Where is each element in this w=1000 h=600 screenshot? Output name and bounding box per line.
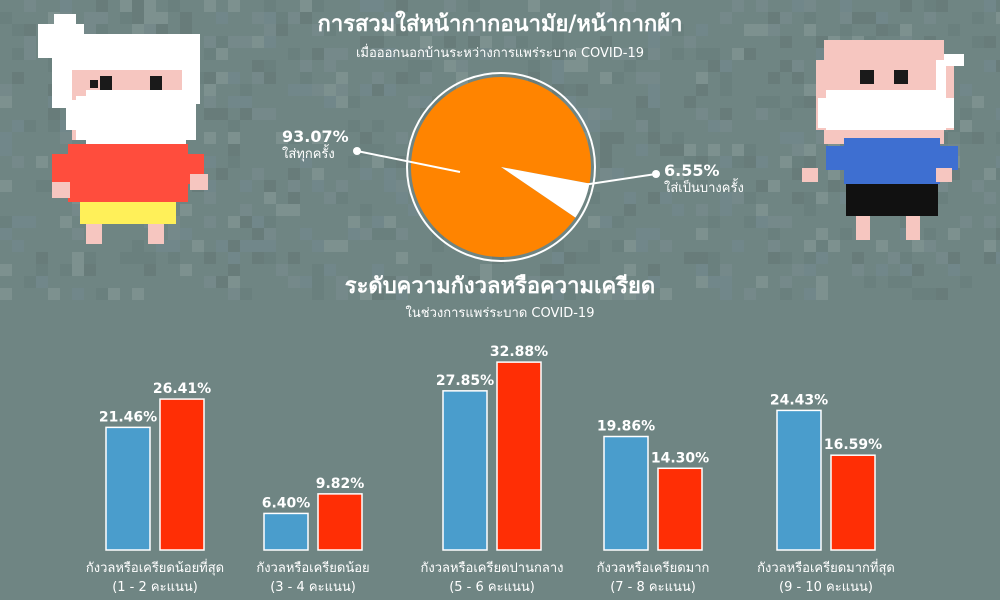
bar-4-0 [776, 409, 822, 551]
category-label-0: กังวลหรือเครียดน้อยที่สุด [86, 559, 224, 576]
pie-leader-lines [353, 147, 660, 186]
category-label-2: กังวลหรือเครียดปานกลาง [421, 560, 564, 576]
yellow-skirt [80, 202, 176, 224]
bar-value-label-2-1: 32.88% [490, 344, 548, 360]
eye [860, 70, 874, 84]
category-sublabel-4: (9 - 10 คะแนน) [779, 580, 873, 595]
face-mask-icon [818, 54, 964, 130]
section-title: ระดับความกังวลหรือความเครียด [344, 274, 656, 299]
bar-1-1 [317, 493, 363, 551]
bar-value-label-0-0: 21.46% [99, 409, 157, 425]
bar-1-0 [263, 512, 309, 551]
page-title: การสวมใส่หน้ากากอนามัย/หน้ากากผ้า [317, 12, 683, 37]
bar-value-label-1-1: 9.82% [316, 476, 365, 492]
bar-value-label-3-1: 14.30% [651, 450, 709, 466]
bar-value-label-0-1: 26.41% [153, 381, 211, 397]
bar-0-1 [159, 398, 205, 551]
bar-3-1 [657, 467, 703, 551]
hair-bun [38, 14, 200, 108]
bar-3-0 [603, 435, 649, 551]
leader-line-always [356, 150, 461, 173]
bar-2-1 [496, 361, 542, 551]
grandmother-mask-illustration [38, 14, 208, 244]
eye [150, 76, 162, 90]
pie-value-always: 93.07% [282, 127, 349, 146]
pie-label-always: 93.07% ใส่ทุกครั้ง [282, 128, 349, 164]
category-label-4: กังวลหรือเครียดมากที่สุด [757, 559, 895, 576]
category-sublabel-3: (7 - 8 คะแนน) [610, 580, 696, 595]
stress-level-bar-chart: 21.46% 26.41% กังวลหรือเครียดน้อยที่สุด (1 … [86, 344, 895, 595]
face-mask-icon [66, 90, 196, 146]
bar-2-0 [442, 390, 488, 551]
pie-category-sometimes: ใส่เป็นบางครั้ง [664, 181, 744, 196]
bar-value-label-4-0: 24.43% [770, 392, 828, 408]
bar-0-0 [105, 426, 151, 551]
black-pants [846, 184, 938, 216]
pie-slice-1 [501, 167, 590, 218]
category-label-1: กังวลหรือเครียดน้อย [256, 560, 369, 576]
red-shirt [68, 144, 188, 202]
category-sublabel-2: (5 - 6 คะแนน) [449, 580, 535, 595]
bar-value-label-1-0: 6.40% [262, 495, 311, 511]
pie-label-sometimes: 6.55% ใส่เป็นบางครั้ง [664, 162, 744, 198]
leader-line-sometimes [582, 173, 657, 186]
section-subtitle: ในช่วงการแพร่ระบาด COVID-19 [405, 306, 595, 321]
eye [894, 70, 908, 84]
category-sublabel-0: (1 - 2 คะแนน) [112, 580, 198, 595]
category-sublabel-1: (3 - 4 คะแนน) [270, 580, 356, 595]
pie-value-sometimes: 6.55% [664, 161, 720, 180]
eye [100, 76, 112, 90]
bar-value-label-2-0: 27.85% [436, 373, 494, 389]
pie-outer-ring [406, 72, 596, 262]
bar-4-1 [830, 454, 876, 551]
category-label-3: กังวลหรือเครียดมาก [597, 560, 710, 576]
bar-value-label-3-0: 19.86% [597, 419, 655, 435]
blue-shirt [844, 138, 940, 184]
bar-value-label-4-1: 16.59% [824, 437, 882, 453]
grandfather-mask-illustration [802, 40, 964, 240]
page-subtitle: เมื่อออกนอกบ้านระหว่างการแพร่ระบาด COVID… [355, 46, 645, 61]
mask-usage-pie-chart [406, 72, 596, 262]
pie-category-always: ใส่ทุกครั้ง [282, 147, 335, 162]
